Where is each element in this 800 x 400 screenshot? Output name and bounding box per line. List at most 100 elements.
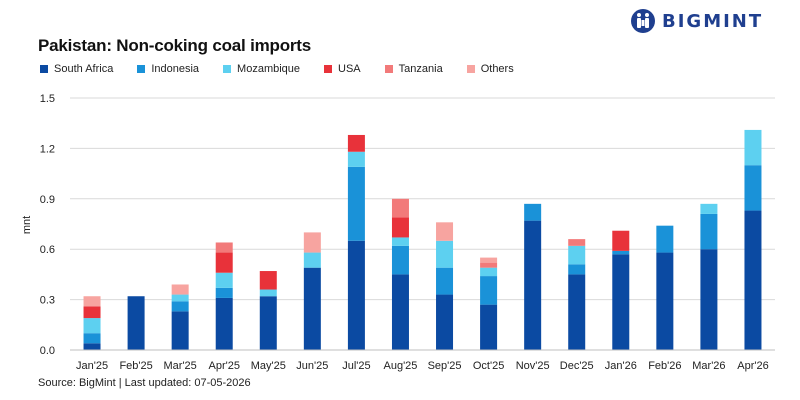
legend-item: Indonesia (137, 63, 199, 75)
bar-segment (83, 306, 101, 319)
x-tick-label: Mar'26 (692, 360, 725, 372)
y-tick-label: 1.2 (40, 143, 55, 155)
legend-swatch (466, 65, 475, 73)
source-note: Source: BigMint | Last updated: 07-05-20… (38, 377, 251, 389)
bar-segment (612, 250, 630, 255)
y-tick-label: 0.3 (40, 295, 55, 307)
bar-segment (83, 296, 101, 307)
bar-segment (744, 129, 762, 166)
legend-swatch (223, 65, 232, 73)
y-tick-label: 0.6 (40, 244, 55, 256)
bar-segment (171, 284, 189, 295)
bar-segment (215, 287, 233, 298)
legend-item: USA (324, 63, 361, 75)
bar-segment (259, 289, 277, 297)
legend-label: Mozambique (237, 63, 301, 75)
bar-segment (568, 274, 586, 350)
bar-segment (83, 318, 101, 334)
bar-segment (480, 304, 498, 350)
bar-segment (259, 271, 277, 290)
legend-label: South Africa (54, 63, 114, 75)
bar-segment (436, 267, 454, 295)
legend-label: Indonesia (151, 63, 200, 75)
bar-segment (127, 296, 145, 350)
x-tick-label: May'25 (251, 360, 286, 372)
legend-label: Others (480, 63, 514, 75)
x-tick-label: Jan'25 (76, 360, 108, 372)
x-tick-label: Oct'25 (473, 360, 504, 372)
bar-segment (568, 245, 586, 265)
chart-title: Pakistan: Non-coking coal imports (38, 36, 312, 55)
x-tick-label: Dec'25 (560, 360, 594, 372)
bar-segment (303, 252, 321, 268)
legend-label: Tanzania (398, 63, 443, 75)
legend-item: Tanzania (384, 63, 443, 75)
y-axis-label: mnt (21, 216, 33, 234)
bar-segment (303, 267, 321, 350)
bar-segment (480, 276, 498, 305)
bar-segment (171, 311, 189, 350)
bar-segment (436, 240, 454, 268)
x-tick-label: Mar'25 (164, 360, 197, 372)
bar-segment (83, 333, 101, 344)
legend-swatch (384, 65, 393, 73)
y-tick-label: 0.9 (40, 194, 55, 206)
bar-segment (568, 239, 586, 246)
bar-segment (347, 134, 365, 152)
bar-segment (347, 240, 365, 350)
x-tick-label: Jun'25 (296, 360, 328, 372)
x-tick-label: Jul'25 (342, 360, 370, 372)
bar-segment (215, 297, 233, 350)
bar-segment (524, 203, 542, 221)
bar-segment (391, 198, 409, 218)
bar-segment (612, 254, 630, 350)
bar-segment (480, 257, 498, 263)
x-tick-label: Apr'25 (208, 360, 239, 372)
bar-segment (303, 232, 321, 253)
bar-segment (436, 294, 454, 350)
bar-segment (83, 343, 101, 350)
legend-swatch (40, 65, 48, 73)
bar-segment (656, 225, 674, 253)
bar-segment (215, 272, 233, 288)
brand-logo: BIGMINT (630, 6, 763, 36)
bar-segment (744, 165, 762, 211)
bar-segment (480, 262, 498, 268)
bigmint-logo-icon (631, 9, 655, 33)
bar-segment (524, 220, 542, 350)
bar-segment (391, 274, 409, 350)
x-tick-label: Sep'25 (428, 360, 462, 372)
bar-segment (259, 296, 277, 350)
bar-segment (656, 252, 674, 350)
bar-segment (347, 151, 365, 167)
x-tick-label: Feb'26 (648, 360, 681, 372)
bar-segment (171, 301, 189, 312)
y-tick-label: 1.5 (40, 93, 55, 105)
bar-segment (568, 264, 586, 275)
x-tick-label: Feb'25 (119, 360, 152, 372)
legend-item: Others (466, 63, 514, 75)
legend-swatch (137, 65, 146, 73)
bar-segment (612, 230, 630, 251)
bar-segment (436, 222, 454, 241)
bar-segment (391, 245, 409, 275)
legend-swatch (324, 65, 333, 73)
x-tick-label: Nov'25 (516, 360, 550, 372)
x-tick-label: Aug'25 (384, 360, 418, 372)
bar-segment (744, 210, 762, 350)
x-tick-label: Jan'26 (605, 360, 637, 372)
legend-item: Mozambique (223, 63, 300, 75)
bar-segment (391, 237, 409, 246)
legend-item: South Africa (40, 63, 113, 75)
bar-segment (480, 267, 498, 277)
x-tick-label: Apr'26 (737, 360, 768, 372)
bar-segment (391, 217, 409, 238)
bar-segment (347, 166, 365, 241)
brand-name: BIGMINT (662, 10, 764, 32)
legend-label: USA (338, 63, 361, 75)
y-tick-label: 0.0 (40, 345, 55, 357)
bar-segment (215, 242, 233, 253)
bar-segment (700, 249, 718, 350)
chart-legend: South Africa Indonesia Mozambique USA Tanzan… (40, 63, 538, 75)
